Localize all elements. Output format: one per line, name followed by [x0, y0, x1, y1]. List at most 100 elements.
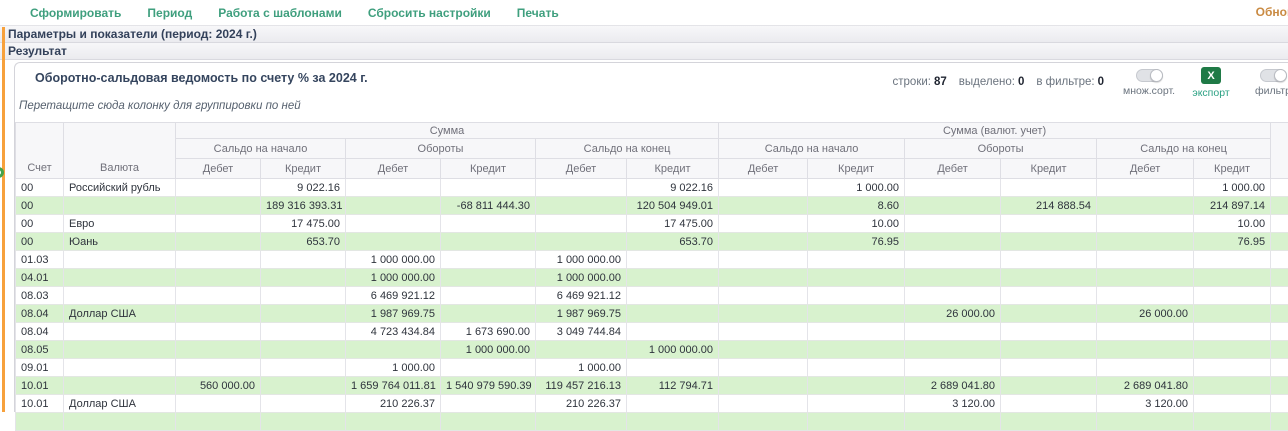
cell-value[interactable] [536, 413, 627, 431]
cell-value[interactable]: 560 000.00 [176, 377, 261, 395]
cell-value[interactable] [808, 377, 905, 395]
cell-value[interactable] [1001, 215, 1097, 233]
cell-value[interactable] [905, 359, 1001, 377]
cell-value[interactable] [905, 323, 1001, 341]
cell-value[interactable] [441, 269, 536, 287]
cell-account[interactable]: 00 [16, 233, 64, 251]
cell-currency[interactable] [64, 323, 176, 341]
cell-value[interactable] [536, 341, 627, 359]
left-splitter-bar[interactable] [2, 27, 5, 412]
cell-value[interactable] [261, 341, 346, 359]
cell-value[interactable] [1001, 287, 1097, 305]
column-header-currency[interactable]: Валюта [64, 123, 176, 179]
cell-value[interactable] [346, 197, 441, 215]
cell-value[interactable] [1097, 269, 1194, 287]
cell-value[interactable] [1097, 323, 1194, 341]
cell-value[interactable]: 210 226.37 [346, 395, 441, 413]
cell-value[interactable] [1001, 269, 1097, 287]
column-header-credit[interactable]: Кредит [1001, 159, 1097, 179]
subgroup-closing-balance[interactable]: Сальдо на конец [536, 139, 719, 159]
cell-value[interactable]: 210 226.37 [536, 395, 627, 413]
cell-value[interactable] [176, 287, 261, 305]
cell-value[interactable]: 653.70 [261, 233, 346, 251]
cell-value[interactable] [808, 269, 905, 287]
menu-item-print[interactable]: Печать [517, 6, 559, 20]
cell-account[interactable]: 10.01 [16, 395, 64, 413]
cell-value[interactable] [905, 215, 1001, 233]
subgroup-closing-balance[interactable]: Сальдо на конец [1097, 139, 1271, 159]
cell-currency[interactable] [64, 197, 176, 215]
cell-value[interactable] [1194, 359, 1271, 377]
column-header-debit[interactable]: Дебет [905, 159, 1001, 179]
menu-item-period[interactable]: Период [147, 6, 192, 20]
cell-value[interactable] [1001, 377, 1097, 395]
result-section-header[interactable]: Результат [0, 43, 1288, 60]
cell-value[interactable] [1001, 233, 1097, 251]
menu-item-reset-settings[interactable]: Сбросить настройки [368, 6, 491, 20]
cell-value[interactable] [176, 413, 261, 431]
cell-value[interactable] [346, 341, 441, 359]
cell-value[interactable] [261, 251, 346, 269]
cell-value[interactable] [627, 413, 719, 431]
column-header-debit[interactable]: Дебет [176, 159, 261, 179]
column-header-credit[interactable]: Кредит [808, 159, 905, 179]
table-row[interactable]: 04.01 1 000 000.00 1 000 000.00 [16, 269, 1288, 287]
cell-value[interactable]: 653.70 [627, 233, 719, 251]
cell-value[interactable] [176, 341, 261, 359]
cell-account[interactable]: 01.03 [16, 251, 64, 269]
column-header-debit[interactable]: Дебет [346, 159, 441, 179]
cell-value[interactable] [1194, 413, 1271, 431]
cell-value[interactable] [719, 305, 808, 323]
cell-value[interactable] [441, 233, 536, 251]
cell-value[interactable] [1097, 233, 1194, 251]
subgroup-opening-balance[interactable]: Сальдо на начало [176, 139, 346, 159]
cell-value[interactable] [176, 305, 261, 323]
cell-value[interactable] [176, 251, 261, 269]
column-header-credit[interactable]: Кредит [627, 159, 719, 179]
cell-value[interactable] [905, 287, 1001, 305]
cell-account[interactable]: 08.04 [16, 323, 64, 341]
cell-value[interactable]: 1 000 000.00 [346, 269, 441, 287]
cell-currency[interactable]: Доллар США [64, 395, 176, 413]
cell-currency[interactable]: Юань [64, 233, 176, 251]
column-header-debit[interactable]: Дебет [1097, 159, 1194, 179]
cell-value[interactable] [905, 251, 1001, 269]
cell-value[interactable] [1097, 341, 1194, 359]
cell-value[interactable] [1194, 323, 1271, 341]
cell-value[interactable] [261, 395, 346, 413]
cell-value[interactable]: 3 120.00 [1097, 395, 1194, 413]
cell-currency[interactable] [64, 251, 176, 269]
cell-value[interactable] [1001, 341, 1097, 359]
cell-value[interactable] [1097, 179, 1194, 197]
cell-value[interactable]: 1 000 000.00 [536, 269, 627, 287]
cell-currency[interactable] [64, 287, 176, 305]
cell-value[interactable]: 119 457 216.13 [536, 377, 627, 395]
cell-account[interactable]: 00 [16, 197, 64, 215]
cell-value[interactable]: 214 897.14 [1194, 197, 1271, 215]
cell-value[interactable] [441, 287, 536, 305]
cell-value[interactable] [176, 395, 261, 413]
cell-value[interactable] [261, 305, 346, 323]
cell-value[interactable] [627, 287, 719, 305]
cell-value[interactable]: 2 689 041.80 [905, 377, 1001, 395]
cell-value[interactable] [627, 395, 719, 413]
cell-value[interactable] [441, 215, 536, 233]
cell-value[interactable] [1194, 287, 1271, 305]
cell-value[interactable]: 76.95 [808, 233, 905, 251]
cell-value[interactable] [719, 413, 808, 431]
subgroup-turnover[interactable]: Обороты [905, 139, 1097, 159]
cell-value[interactable]: 189 316 393.31 [261, 197, 346, 215]
cell-value[interactable]: 1 987 969.75 [536, 305, 627, 323]
cell-value[interactable]: 1 000 000.00 [346, 251, 441, 269]
cell-value[interactable] [441, 359, 536, 377]
cell-value[interactable] [176, 179, 261, 197]
cell-account[interactable]: 04.01 [16, 269, 64, 287]
